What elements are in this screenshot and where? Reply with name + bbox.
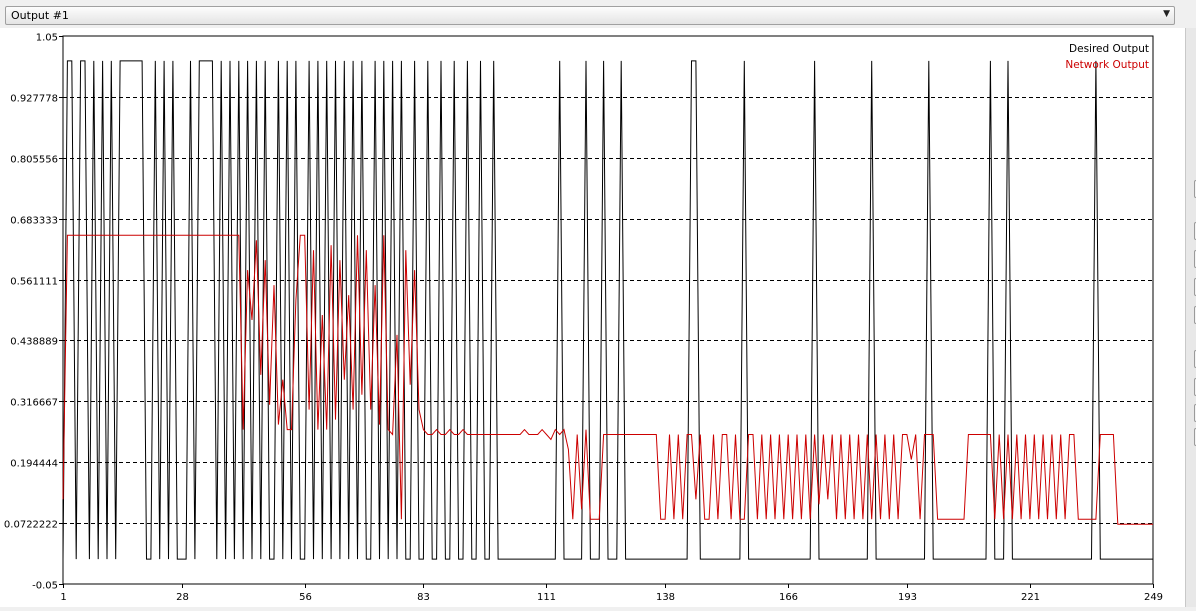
legend-entry-network-output: Network Output (1065, 59, 1149, 71)
y-tick-label: -0.05 (32, 581, 58, 592)
output-selector-value: Output #1 (11, 9, 69, 22)
grid-lines (62, 35, 1154, 585)
side-toolbar-button[interactable] (1194, 278, 1196, 296)
y-tick-label: 0.316667 (10, 398, 58, 409)
desired-output-line (62, 60, 1153, 560)
legend-entry-desired-output: Desired Output (1069, 43, 1149, 55)
y-axis-ticks: 1.05 0.927778 0.805556 0.683333 0.561111 0.43… (4, 33, 63, 592)
y-tick-label: 0.0722222 (4, 520, 58, 531)
y-tick-label: 1.05 (36, 33, 58, 44)
side-toolbar-button[interactable] (1194, 250, 1196, 268)
y-tick-label: 0.927778 (10, 94, 58, 105)
side-toolbar-button[interactable] (1194, 180, 1196, 198)
side-toolbar-button[interactable] (1194, 222, 1196, 240)
chart-panel: 1.05 0.927778 0.805556 0.683333 0.561111 0.43… (0, 28, 1185, 607)
series-lines (62, 60, 1153, 560)
x-tick-label: 221 (1021, 592, 1040, 603)
x-tick-label: 249 (1144, 592, 1163, 603)
x-tick-label: 83 (417, 592, 430, 603)
side-toolbar (1185, 28, 1196, 607)
x-tick-label: 166 (779, 592, 798, 603)
x-axis-ticks: 1 28 56 83 111 138 166 193 221 249 (60, 584, 1163, 603)
dropdown-arrow-icon[interactable]: ▼ (1163, 9, 1170, 19)
side-toolbar-button[interactable] (1194, 428, 1196, 446)
y-tick-label: 0.194444 (10, 459, 58, 470)
x-tick-label: 56 (299, 592, 312, 603)
x-tick-label: 28 (176, 592, 189, 603)
side-toolbar-button[interactable] (1194, 404, 1196, 422)
y-tick-label: 0.683333 (10, 216, 58, 227)
x-tick-label: 193 (898, 592, 917, 603)
legend: Desired Output Network Output (1065, 43, 1149, 71)
x-tick-label: 1 (60, 592, 66, 603)
y-tick-label: 0.561111 (10, 277, 58, 288)
x-tick-label: 138 (656, 592, 675, 603)
plot-area-border (62, 35, 1154, 585)
network-output-line (62, 234, 1153, 525)
y-tick-label: 0.438889 (10, 337, 58, 348)
side-toolbar-button[interactable] (1194, 350, 1196, 368)
output-selector[interactable]: Output #1 ▼ (5, 6, 1175, 25)
y-tick-label: 0.805556 (10, 155, 58, 166)
x-tick-label: 111 (537, 592, 556, 603)
line-chart: 1.05 0.927778 0.805556 0.683333 0.561111 0.43… (4, 33, 1163, 604)
side-toolbar-button[interactable] (1194, 378, 1196, 396)
side-toolbar-button[interactable] (1194, 306, 1196, 324)
